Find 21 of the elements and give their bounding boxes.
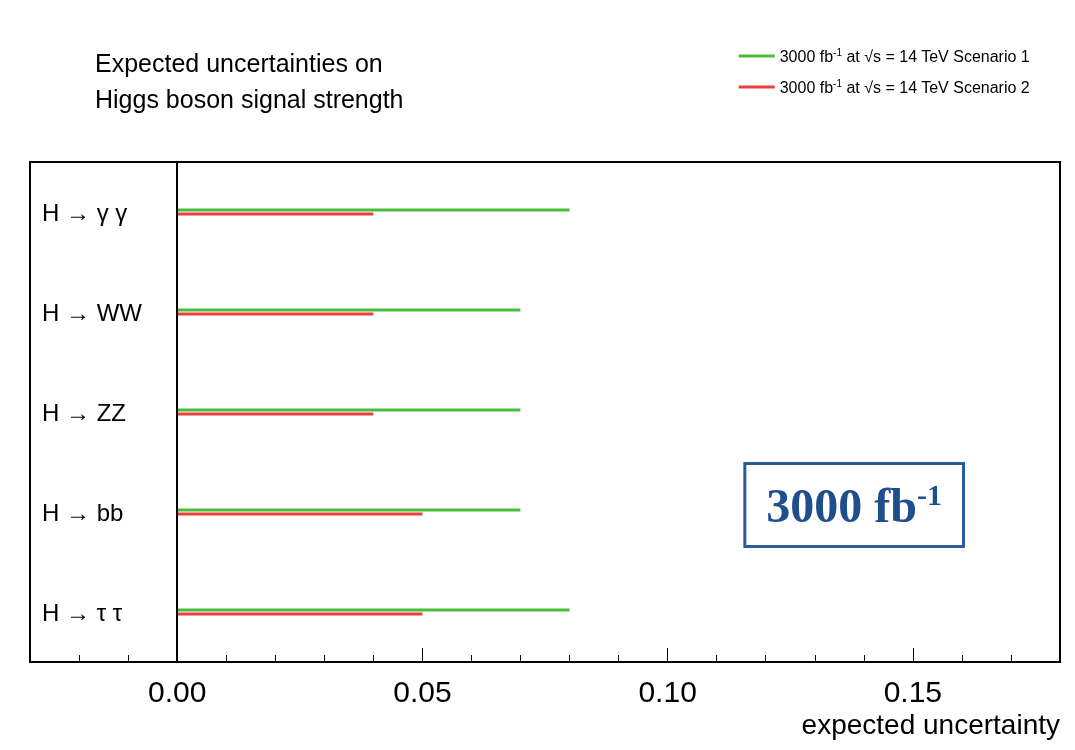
x-tick-label: 0.15 <box>883 674 943 708</box>
bar <box>177 308 521 312</box>
chart-title: Expected uncertainties on Higgs boson signal strength <box>95 49 404 113</box>
bar <box>177 508 521 512</box>
x-axis-title: expected uncertainty <box>801 708 1060 740</box>
bar <box>177 412 374 416</box>
y-tick-label: H → bb <box>42 498 124 526</box>
bar <box>177 612 423 616</box>
x-tick-label: 0.05 <box>393 674 452 708</box>
y-tick-label: H → τ τ <box>42 598 123 626</box>
y-tick-label: H → γ γ <box>42 198 128 226</box>
bar <box>177 512 423 516</box>
y-tick-label: H → WW <box>42 298 143 326</box>
x-tick-label: 0.00 <box>147 674 207 708</box>
bar <box>177 608 570 612</box>
bar <box>177 312 374 316</box>
bar <box>177 212 374 216</box>
bar <box>177 408 521 412</box>
x-tick-label: 0.10 <box>638 674 697 708</box>
y-tick-label: H → ZZ <box>42 398 126 426</box>
bar <box>177 208 570 212</box>
